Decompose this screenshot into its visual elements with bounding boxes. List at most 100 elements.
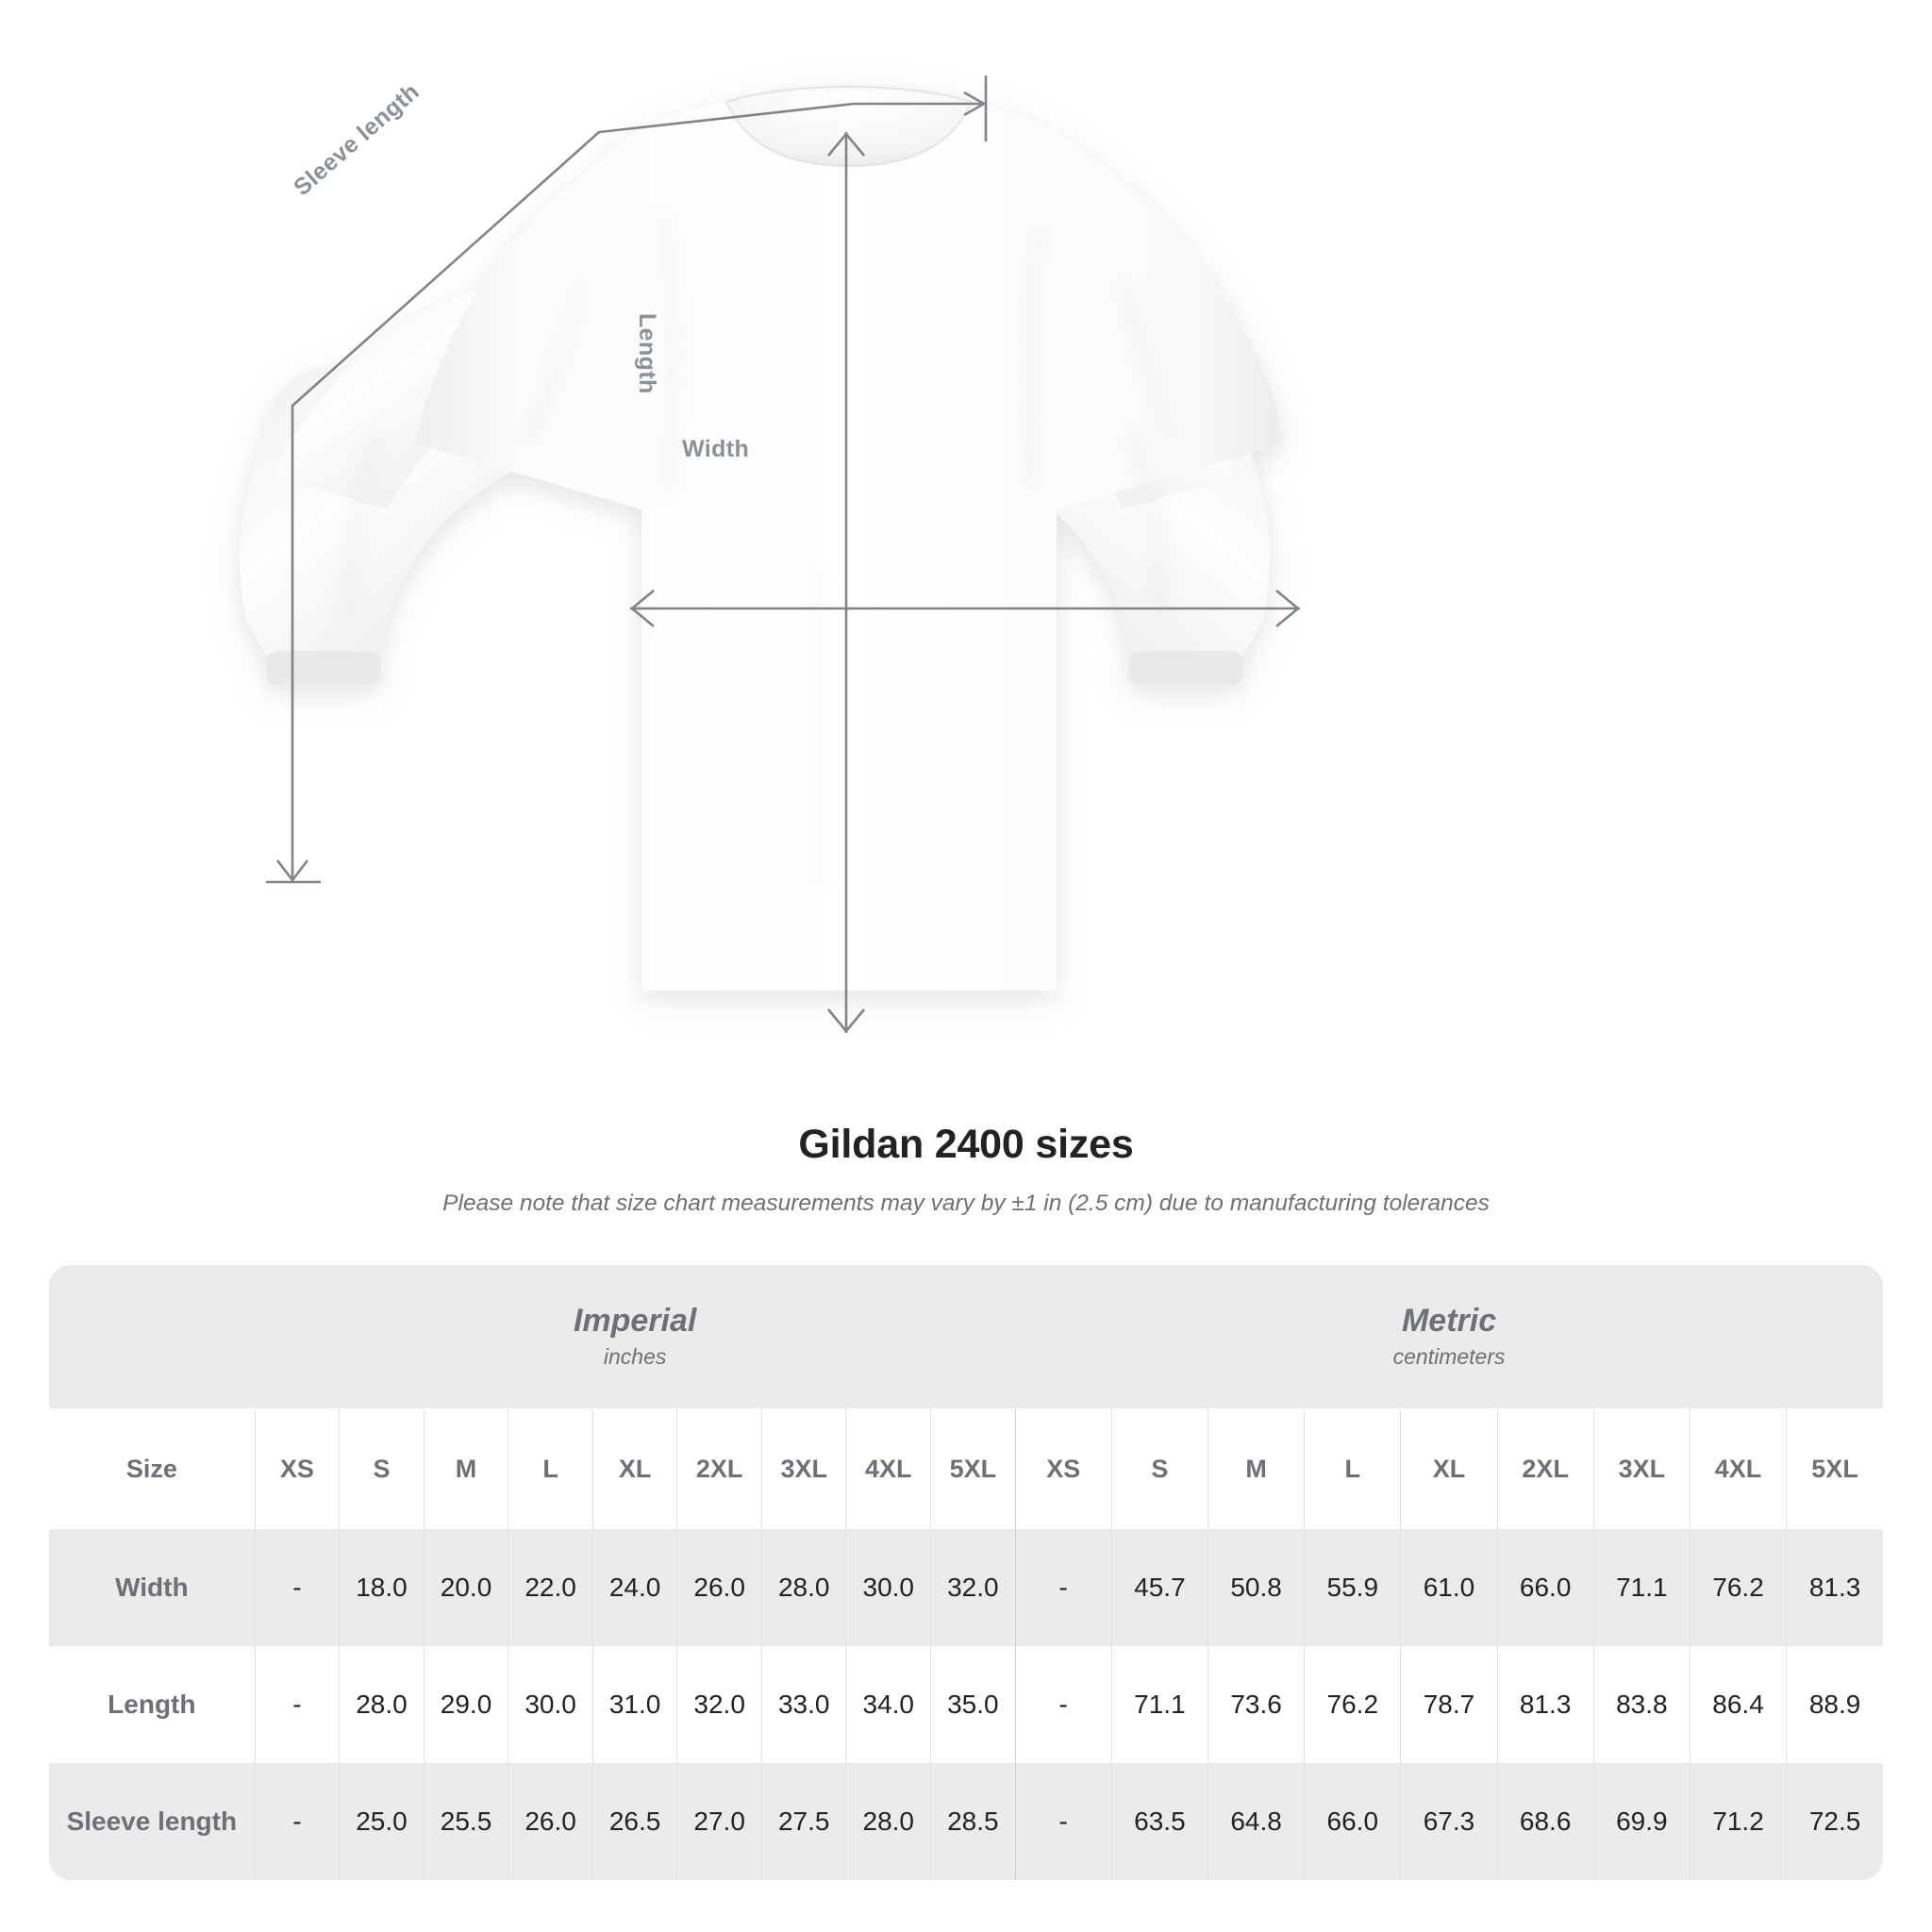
cell-sleeve-imp-2xl: 27.0 — [676, 1763, 762, 1880]
header-imperial-xl: XL — [591, 1408, 677, 1529]
header-imperial-xs: XS — [254, 1408, 340, 1529]
cell-length-imp-l: 30.0 — [508, 1646, 593, 1763]
row-label-width: Width — [49, 1529, 256, 1646]
header-metric-xl: XL — [1400, 1408, 1498, 1529]
title-block: Gildan 2400 sizes Please note that size … — [0, 1122, 1932, 1218]
header-size-label: Size — [49, 1408, 256, 1529]
header-metric-l: L — [1304, 1408, 1401, 1529]
header-metric-4xl: 4XL — [1689, 1408, 1787, 1529]
cell-width-imp-5xl: 32.0 — [930, 1529, 1016, 1646]
cell-sleeve-imp-m: 25.5 — [423, 1763, 508, 1880]
left-cuff — [266, 651, 381, 685]
header-imperial-4xl: 4XL — [845, 1408, 931, 1529]
cell-length-met-m: 73.6 — [1207, 1646, 1305, 1763]
cell-width-met-3xl: 71.1 — [1592, 1529, 1690, 1646]
page-subtitle: Please note that size chart measurements… — [442, 1191, 1490, 1217]
width-arrowhead-right — [1275, 589, 1301, 628]
cell-sleeve-met-3xl: 69.9 — [1592, 1763, 1690, 1880]
cell-length-met-5xl: 88.9 — [1786, 1646, 1883, 1763]
cell-width-met-s: 45.7 — [1110, 1529, 1208, 1646]
cell-width-imp-m: 20.0 — [423, 1529, 508, 1646]
cell-width-met-5xl: 81.3 — [1786, 1529, 1883, 1646]
size-table-container: Imperial inches Metric centimeters Size … — [49, 1265, 1883, 1880]
cell-length-imp-s: 28.0 — [339, 1646, 425, 1763]
cell-width-imp-l: 22.0 — [508, 1529, 593, 1646]
cell-sleeve-imp-l: 26.0 — [508, 1763, 593, 1880]
right-cuff — [1128, 651, 1243, 685]
cell-width-imp-2xl: 26.0 — [676, 1529, 762, 1646]
cell-length-met-4xl: 86.4 — [1689, 1646, 1787, 1763]
cell-length-met-s: 71.1 — [1110, 1646, 1208, 1763]
shirt-body — [415, 98, 1283, 991]
cell-length-imp-xs: - — [254, 1646, 340, 1763]
sleeve-arrowhead-right — [963, 91, 987, 117]
cell-length-met-xl: 78.7 — [1400, 1646, 1498, 1763]
cell-sleeve-imp-s: 25.0 — [339, 1763, 425, 1880]
width-label: Width — [682, 436, 750, 462]
table-row: Sleeve length - 25.0 25.5 26.0 26.5 27.0… — [49, 1763, 1883, 1880]
header-metric-s: S — [1110, 1408, 1208, 1529]
size-header-row: Size XS S M L XL 2XL 3XL 4XL 5XL XS S M … — [49, 1408, 1883, 1529]
header-imperial-m: M — [423, 1408, 508, 1529]
header-imperial-3xl: 3XL — [760, 1408, 846, 1529]
cell-width-met-m: 50.8 — [1207, 1529, 1305, 1646]
cell-width-imp-3xl: 28.0 — [760, 1529, 846, 1646]
cell-sleeve-imp-3xl: 27.5 — [760, 1763, 846, 1880]
cell-length-imp-xl: 31.0 — [591, 1646, 677, 1763]
shirt-diagram-svg — [240, 75, 1301, 1034]
unit-name-metric: Metric — [1401, 1302, 1497, 1339]
header-metric-2xl: 2XL — [1496, 1408, 1594, 1529]
cell-width-imp-4xl: 30.0 — [845, 1529, 931, 1646]
cell-width-met-xs: - — [1014, 1529, 1112, 1646]
unit-sub-metric: centimeters — [1392, 1344, 1506, 1369]
table-row: Width - 18.0 20.0 22.0 24.0 26.0 28.0 30… — [49, 1529, 1883, 1646]
header-metric-3xl: 3XL — [1592, 1408, 1690, 1529]
sleeve-guide-line — [291, 102, 855, 882]
cell-width-met-2xl: 66.0 — [1496, 1529, 1594, 1646]
cell-length-imp-3xl: 33.0 — [760, 1646, 846, 1763]
cell-sleeve-met-5xl: 72.5 — [1786, 1763, 1883, 1880]
cell-sleeve-met-xs: - — [1014, 1763, 1112, 1880]
cell-length-met-2xl: 81.3 — [1496, 1646, 1594, 1763]
unit-sub-imperial: inches — [603, 1344, 667, 1369]
cell-sleeve-imp-5xl: 28.5 — [930, 1763, 1016, 1880]
header-metric-5xl: 5XL — [1786, 1408, 1883, 1529]
cell-width-imp-xl: 24.0 — [591, 1529, 677, 1646]
cell-length-imp-4xl: 34.0 — [845, 1646, 931, 1763]
unit-banner-metric: Metric centimeters — [1015, 1265, 1883, 1408]
cell-sleeve-imp-4xl: 28.0 — [845, 1763, 931, 1880]
length-arrowhead-up — [826, 131, 866, 157]
cell-length-met-xs: - — [1014, 1646, 1112, 1763]
cell-width-met-4xl: 76.2 — [1689, 1529, 1787, 1646]
unit-banner-row: Imperial inches Metric centimeters — [49, 1265, 1883, 1408]
header-metric-m: M — [1207, 1408, 1305, 1529]
cell-width-met-l: 55.9 — [1304, 1529, 1401, 1646]
unit-banner-imperial: Imperial inches — [255, 1265, 1016, 1408]
cell-width-imp-s: 18.0 — [339, 1529, 425, 1646]
cell-sleeve-met-s: 63.5 — [1110, 1763, 1208, 1880]
length-arrowhead-down — [826, 1008, 866, 1034]
length-label: Length — [634, 313, 660, 394]
fabric-folds — [344, 215, 1174, 888]
cell-sleeve-met-m: 64.8 — [1207, 1763, 1305, 1880]
width-arrowhead-left — [629, 589, 655, 628]
cell-width-imp-xs: - — [254, 1529, 340, 1646]
measurement-guides — [266, 75, 1301, 1034]
table-row: Length - 28.0 29.0 30.0 31.0 32.0 33.0 3… — [49, 1646, 1883, 1763]
page-title: Gildan 2400 sizes — [798, 1122, 1134, 1167]
header-imperial-s: S — [339, 1408, 425, 1529]
row-label-sleeve-length: Sleeve length — [49, 1763, 256, 1880]
unit-name-imperial: Imperial — [573, 1302, 697, 1339]
shirt-garment — [240, 85, 1283, 991]
cell-length-met-l: 76.2 — [1304, 1646, 1401, 1763]
cell-length-imp-m: 29.0 — [423, 1646, 508, 1763]
cell-length-met-3xl: 83.8 — [1592, 1646, 1690, 1763]
cell-width-met-xl: 61.0 — [1400, 1529, 1498, 1646]
cell-sleeve-imp-xl: 26.5 — [591, 1763, 677, 1880]
cell-sleeve-imp-xs: - — [254, 1763, 340, 1880]
cell-sleeve-met-4xl: 71.2 — [1689, 1763, 1787, 1880]
size-chart-table: Imperial inches Metric centimeters Size … — [49, 1265, 1883, 1880]
garment-illustration: Sleeve length Length Width — [240, 75, 1301, 1034]
collar — [724, 85, 974, 168]
